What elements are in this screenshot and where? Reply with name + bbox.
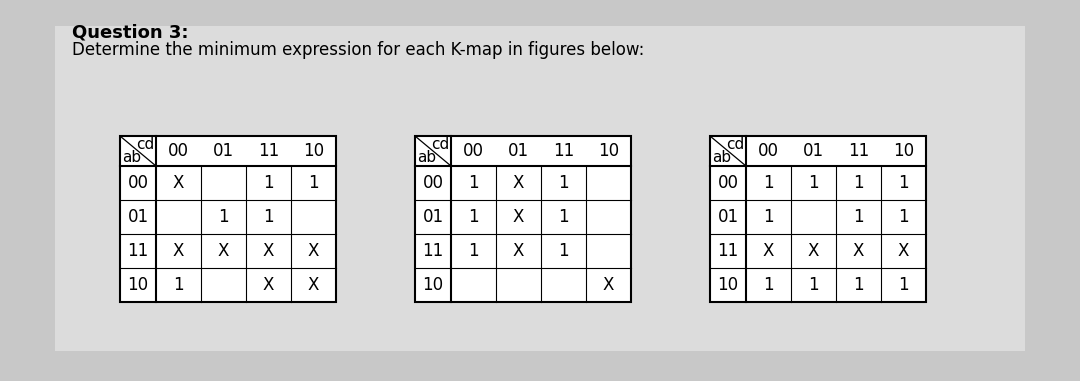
Text: 1: 1 (853, 276, 864, 294)
Text: X: X (603, 276, 615, 294)
Text: 1: 1 (264, 208, 274, 226)
Text: 00: 00 (422, 174, 444, 192)
Text: 11: 11 (258, 142, 279, 160)
Text: X: X (262, 242, 274, 260)
Bar (55, 26, 1025, 351)
Text: X: X (897, 242, 909, 260)
Text: 1: 1 (558, 242, 569, 260)
Text: ab: ab (122, 150, 141, 165)
Text: ab: ab (417, 150, 436, 165)
Text: X: X (218, 242, 229, 260)
Text: Question 3:: Question 3: (72, 23, 189, 41)
Text: 1: 1 (764, 208, 773, 226)
Text: 11: 11 (127, 242, 149, 260)
Text: 00: 00 (127, 174, 149, 192)
Text: 10: 10 (422, 276, 444, 294)
Text: 11: 11 (848, 142, 869, 160)
Text: 01: 01 (213, 142, 234, 160)
Text: X: X (853, 242, 864, 260)
Text: X: X (308, 276, 320, 294)
Text: 1: 1 (764, 174, 773, 192)
Text: 10: 10 (127, 276, 149, 294)
Text: 1: 1 (853, 208, 864, 226)
Text: 1: 1 (899, 276, 908, 294)
Text: 11: 11 (553, 142, 575, 160)
Text: 11: 11 (717, 242, 739, 260)
Text: 00: 00 (758, 142, 779, 160)
Bar (120, 136, 336, 302)
Text: X: X (173, 242, 185, 260)
Text: X: X (262, 276, 274, 294)
Text: cd: cd (136, 137, 154, 152)
Text: 1: 1 (558, 174, 569, 192)
Text: 00: 00 (463, 142, 484, 160)
Text: cd: cd (431, 137, 449, 152)
Text: 00: 00 (168, 142, 189, 160)
Text: X: X (762, 242, 774, 260)
Bar (710, 136, 926, 302)
Text: X: X (173, 174, 185, 192)
Bar (120, 136, 336, 302)
Text: 1: 1 (469, 174, 478, 192)
Text: 1: 1 (558, 208, 569, 226)
Text: ab: ab (712, 150, 731, 165)
Text: 00: 00 (717, 174, 739, 192)
Text: 1: 1 (469, 242, 478, 260)
Text: 10: 10 (302, 142, 324, 160)
Text: 1: 1 (264, 174, 274, 192)
Text: 11: 11 (422, 242, 444, 260)
Text: X: X (308, 242, 320, 260)
Text: 01: 01 (717, 208, 739, 226)
Text: Determine the minimum expression for each K-map in figures below:: Determine the minimum expression for eac… (72, 41, 645, 59)
Text: 1: 1 (173, 276, 184, 294)
Text: 1: 1 (853, 174, 864, 192)
Text: 1: 1 (899, 208, 908, 226)
Text: X: X (513, 242, 524, 260)
Text: 10: 10 (893, 142, 914, 160)
Text: 10: 10 (717, 276, 739, 294)
Text: 1: 1 (899, 174, 908, 192)
Text: X: X (513, 208, 524, 226)
Text: 1: 1 (308, 174, 319, 192)
Text: 01: 01 (127, 208, 149, 226)
Text: 1: 1 (764, 276, 773, 294)
Text: 01: 01 (422, 208, 444, 226)
Text: 01: 01 (802, 142, 824, 160)
Text: 1: 1 (808, 174, 819, 192)
Text: 1: 1 (469, 208, 478, 226)
Text: 01: 01 (508, 142, 529, 160)
Text: X: X (513, 174, 524, 192)
Bar (710, 136, 926, 302)
Bar (415, 136, 631, 302)
Text: 10: 10 (598, 142, 619, 160)
Bar (415, 136, 631, 302)
Text: X: X (808, 242, 820, 260)
Text: cd: cd (726, 137, 744, 152)
Text: 1: 1 (218, 208, 229, 226)
Text: 1: 1 (808, 276, 819, 294)
